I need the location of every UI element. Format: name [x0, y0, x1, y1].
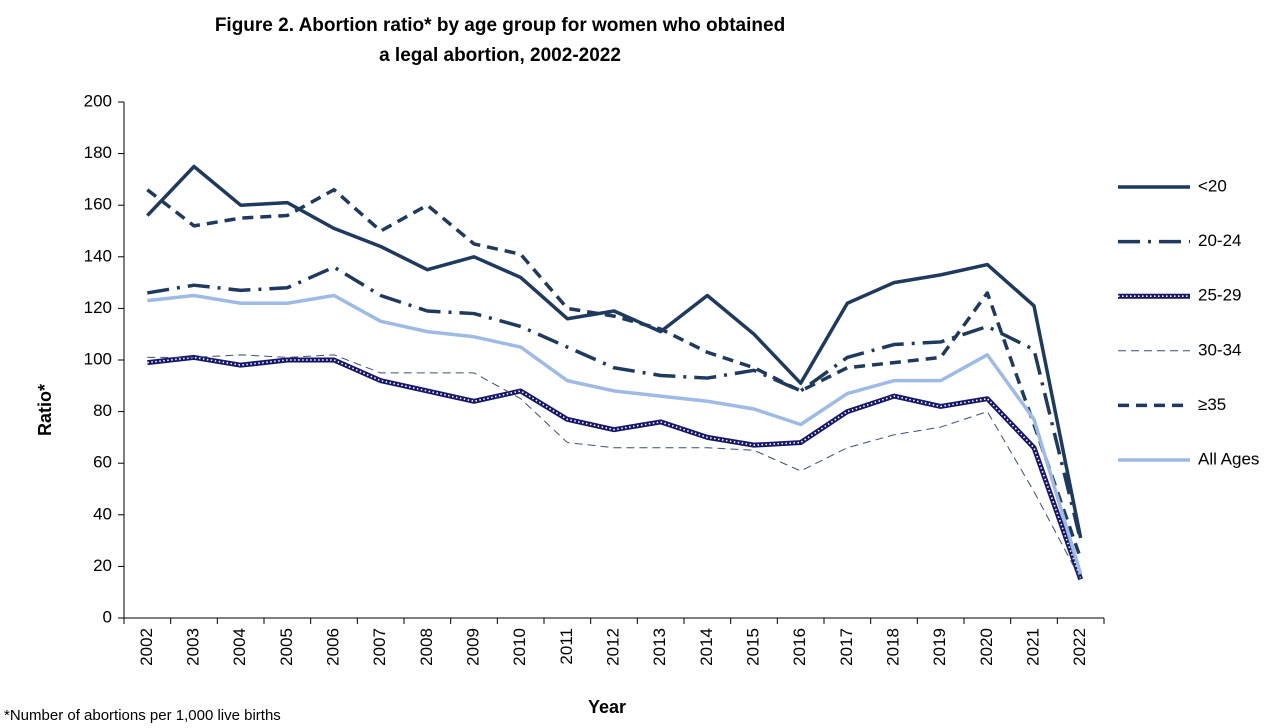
legend-label: ≥35 — [1198, 395, 1226, 414]
y-tick-label: 160 — [84, 195, 112, 214]
x-tick-label: 2018 — [883, 628, 902, 666]
x-tick-label: 2015 — [743, 628, 762, 666]
x-tick-label: 2007 — [370, 628, 389, 666]
x-tick-label: 2013 — [650, 628, 669, 666]
x-tick-label: 2022 — [1070, 628, 1089, 666]
x-tick-label: 2003 — [183, 628, 202, 666]
chart-title: a legal abortion, 2002-2022 — [379, 45, 621, 66]
x-tick-label: 2010 — [510, 628, 529, 666]
x-tick-label: 2021 — [1023, 628, 1042, 666]
series-line-dots — [147, 356, 1082, 580]
footnote: *Number of abortions per 1,000 live birt… — [4, 707, 281, 724]
y-tick-label: 120 — [84, 298, 112, 317]
x-tick-label: 2016 — [790, 628, 809, 666]
series-line — [146, 187, 1083, 560]
y-axis-title: Ratio* — [35, 384, 55, 436]
legend-label: 25-29 — [1198, 286, 1241, 305]
legend-label: 20-24 — [1198, 231, 1241, 250]
x-tick-label: 2004 — [230, 628, 249, 666]
y-tick-label: 60 — [93, 453, 112, 472]
legend-label: All Ages — [1198, 449, 1259, 468]
y-tick-label: 40 — [93, 504, 112, 523]
legend-label: <20 — [1198, 176, 1227, 195]
x-tick-label: 2014 — [697, 628, 716, 666]
y-tick-label: 140 — [84, 246, 112, 265]
y-tick-label: 180 — [84, 143, 112, 162]
y-tick-label: 0 — [103, 607, 112, 626]
chart-title: Figure 2. Abortion ratio* by age group f… — [215, 15, 785, 36]
y-tick-label: 100 — [84, 349, 112, 368]
y-tick-label: 200 — [84, 91, 112, 110]
y-tick-label: 80 — [93, 401, 112, 420]
x-tick-label: 2017 — [837, 628, 856, 666]
x-axis-title: Year — [588, 697, 626, 717]
x-tick-label: 2019 — [930, 628, 949, 666]
legend-label: 30-34 — [1198, 340, 1241, 359]
x-tick-label: 2012 — [603, 628, 622, 666]
x-tick-label: 2009 — [463, 628, 482, 666]
x-tick-label: 2011 — [557, 628, 576, 665]
x-tick-label: 2005 — [277, 628, 296, 666]
series-line — [147, 265, 1083, 542]
x-tick-label: 2008 — [417, 628, 436, 666]
x-tick-label: 2006 — [323, 628, 342, 666]
series-line — [146, 164, 1083, 539]
x-tick-label: 2020 — [977, 628, 996, 666]
series-line — [147, 354, 1082, 580]
series-line — [147, 293, 1083, 575]
y-tick-label: 20 — [93, 556, 112, 575]
x-tick-label: 2002 — [137, 628, 156, 666]
